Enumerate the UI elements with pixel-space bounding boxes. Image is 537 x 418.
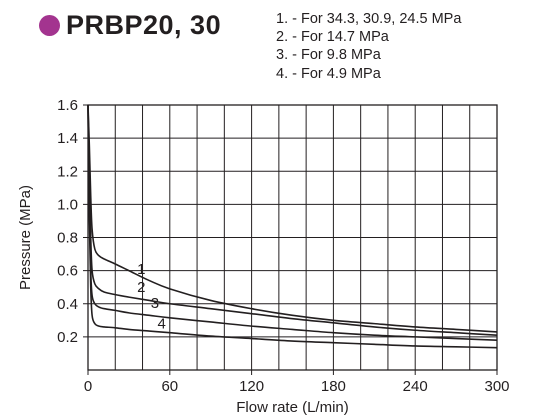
legend-note-2: 2. - For 14.7 MPa <box>276 29 389 46</box>
y-tick-label: 0.2 <box>57 329 78 346</box>
y-tick-label: 1.6 <box>57 97 78 114</box>
plot-frame <box>83 104 498 375</box>
x-tick-label: 60 <box>161 378 178 395</box>
chart-title: PRBP20, 30 <box>66 9 222 40</box>
chart-title-block: PRBP20, 30 <box>39 7 221 43</box>
x-axis-title: Flow rate (L/min) <box>236 399 349 416</box>
y-tick-label: 1.2 <box>57 163 78 180</box>
curve-labels: 123 4 <box>137 261 166 333</box>
x-tick-label: 300 <box>484 378 509 395</box>
curve-label-3: 3 <box>151 295 159 312</box>
curve-label-2: 2 <box>137 279 145 296</box>
legend-note-1: 1. - For 34.3, 30.9, 24.5 MPa <box>276 11 462 27</box>
curve-1 <box>87 104 498 333</box>
grid <box>88 105 497 370</box>
x-tick-label: 0 <box>84 378 92 395</box>
tick-labels: 0 60 120 180 240 300 0.2 0.4 0.6 0.8 1.0 1.2 1.4 1.6 <box>57 97 509 395</box>
legend-notes: 1. - For 34.3, 30.9, 24.5 MPa 2. - For 1… <box>276 10 461 83</box>
y-tick-label: 0.8 <box>57 230 78 247</box>
y-tick-label: 1.0 <box>57 196 78 213</box>
bullet-dot-icon <box>39 14 60 36</box>
curve-label-4: 4 <box>158 316 166 333</box>
y-axis-title: Pressure (MPa) <box>17 185 34 290</box>
curve-2 <box>87 104 498 337</box>
x-tick-label: 240 <box>403 378 428 395</box>
y-tick-label: 0.6 <box>57 263 78 280</box>
y-tick-label: 0.4 <box>57 296 78 313</box>
curve-label-1: 1 <box>137 261 145 278</box>
curve-3 <box>87 104 498 341</box>
curves <box>87 104 498 349</box>
legend-note-3: 3. - For 9.8 MPa <box>276 47 381 64</box>
legend-note-4: 4. - For 4.9 MPa <box>276 65 381 82</box>
y-tick-label: 1.4 <box>57 130 78 147</box>
curve-4 <box>87 104 498 349</box>
x-tick-label: 180 <box>321 378 346 395</box>
x-tick-label: 120 <box>239 378 264 395</box>
